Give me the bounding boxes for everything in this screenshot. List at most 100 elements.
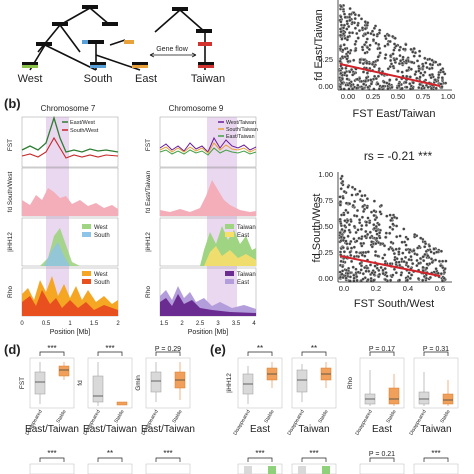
scat2-point [347,223,352,227]
scat1-point [405,68,409,73]
scat1-point [393,36,397,40]
scat2-point [355,192,360,196]
scat2-point [346,271,350,276]
scat2-point [339,259,343,263]
scat1-point [340,37,344,41]
scat2-point [347,228,351,232]
scat1-point [375,58,380,62]
d-group-2: East/Taiwan [141,424,195,435]
scat2-point [361,277,365,281]
scat2-point [372,223,376,227]
scat1-point [353,16,357,21]
scat1-point [361,48,365,52]
scat1-point [366,21,370,25]
scat2-point [349,219,353,224]
leaf-label-east: East [135,73,157,85]
e-row2-sig-2: P = 0.21 [369,451,395,458]
scat2-point [373,249,378,254]
e-row2-sig-3: *** [431,449,440,458]
e-ylabel-ihh: |iHH12 [226,373,233,393]
scat1-point [383,44,387,48]
scat2-point [367,269,371,273]
scat1-point [353,26,358,30]
chr7-fst-label: FST [7,139,14,151]
scat1-point [366,85,370,90]
scat1-point [356,83,360,87]
chr7-rho-south [22,290,118,316]
scat2-point [427,244,432,248]
scat1-point [417,69,421,73]
scat1-point [374,76,378,81]
xlabel-top: FST East/Taiwan [353,108,436,120]
scat1-point [428,62,432,66]
scat2-point [363,234,367,238]
scat2-point [366,250,370,254]
chr9-fd-label: fd East/Taiwan [145,170,152,213]
scat2-point [359,237,364,241]
scat2-point [352,199,357,204]
chr9-rho-taiwan [160,294,256,316]
scat2-point [352,273,356,277]
scat1-point [355,31,359,36]
chr9-title: Chromosome 9 [169,104,224,113]
scat2-point [430,260,434,265]
ytick-bottom-2: 0.50 [318,222,333,231]
scat2-point [374,224,378,229]
scat2-point [361,209,366,214]
scat1-point [417,85,421,90]
scat1-point [365,37,369,41]
xtick-top-0: 0.00 [341,92,356,101]
scat1-point [360,45,365,49]
scat1-point [389,58,393,63]
scat1-point [347,15,352,19]
d-ylabel-2: Gmin [135,375,142,391]
scat1-point [364,76,369,80]
scat2-point [370,240,374,244]
ytick-bottom-0: 0.00 [318,274,333,283]
scat2-point [370,245,374,249]
chr7-fst-legend-1: South/West [70,128,99,134]
scat2-point [388,278,393,282]
scat1-point [362,82,366,86]
scat1-point [434,86,438,90]
e-row2-sig-1: *** [309,449,318,458]
scat2-point [383,266,387,271]
scat2-point [352,224,357,229]
scat2-point [387,247,391,251]
scat1-point [345,54,350,58]
scat2-point [415,263,419,268]
scat2-point [429,250,433,254]
chr9-ihh-east [160,246,256,266]
scat2-point [423,241,428,246]
scat1-point [362,43,367,47]
scat2-point [348,275,353,279]
scat1-point [356,23,360,27]
d-row2-sig-1: ** [107,449,113,458]
scat1-point [415,59,420,63]
scat2-point [377,268,381,273]
scat2-point [379,265,383,270]
scat2-point [408,276,412,281]
scat1-point [417,49,422,53]
d-cat-0b: Stable [55,409,67,424]
scat2-point [382,244,387,248]
scat1-point [342,12,347,16]
chr7-rho-label: Rho [7,286,14,298]
scat2-point [364,223,369,227]
scat2-point [339,187,343,191]
scat1-point [387,33,391,38]
scat1-point [398,45,403,49]
xtick-top-1: 0.25 [366,92,381,101]
scat1-point [430,72,435,77]
scat2-point [364,229,368,234]
scat2-point [378,210,382,214]
scat1-point [421,73,425,77]
scat2-point [364,220,369,224]
scat1-point [413,72,417,77]
chr7-ihh-west [22,228,118,266]
scat2-point [355,274,359,279]
scat2-point [388,213,392,217]
scat1-point [346,50,350,54]
scat1-point [341,48,345,52]
scat1-point [418,54,422,58]
